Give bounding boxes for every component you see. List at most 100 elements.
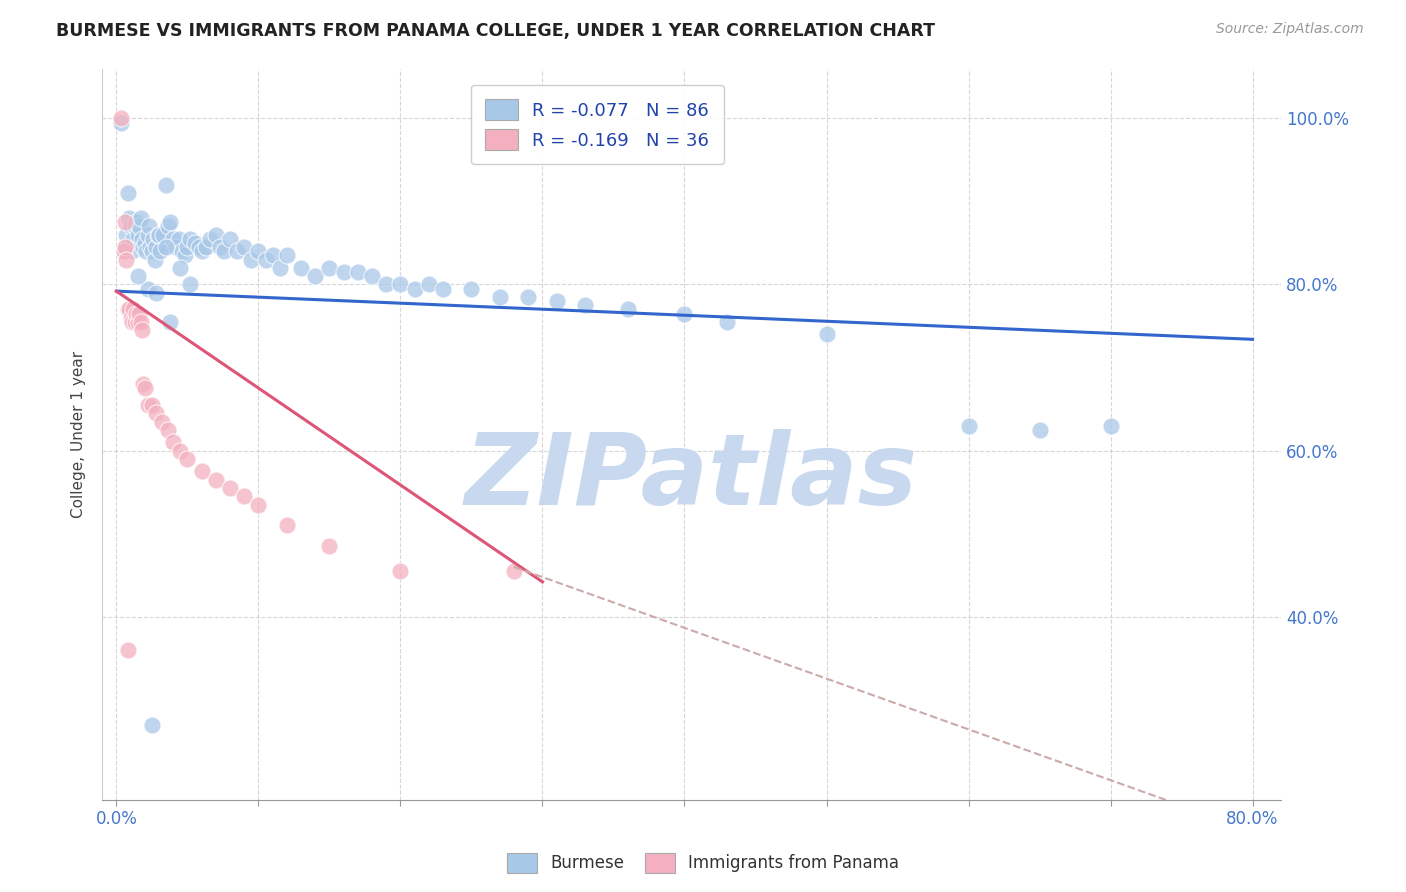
Point: [131, 323, 153, 337]
Point: [117, 643, 139, 657]
Point: [165, 240, 187, 254]
Point: [135, 244, 157, 259]
Point: [389, 277, 412, 292]
Point: [141, 398, 163, 412]
Point: [240, 252, 263, 267]
Point: [375, 277, 398, 292]
Point: [170, 244, 193, 259]
Point: [489, 290, 512, 304]
Point: [546, 294, 568, 309]
Point: [150, 415, 173, 429]
Point: [122, 232, 145, 246]
Point: [574, 298, 596, 312]
Point: [247, 498, 270, 512]
Point: [304, 269, 326, 284]
Point: [134, 235, 156, 250]
Point: [673, 307, 696, 321]
Point: [254, 252, 277, 267]
Text: BURMESE VS IMMIGRANTS FROM PANAMA COLLEGE, UNDER 1 YEAR CORRELATION CHART: BURMESE VS IMMIGRANTS FROM PANAMA COLLEG…: [56, 22, 935, 40]
Point: [129, 211, 152, 225]
Point: [815, 327, 838, 342]
Point: [127, 227, 149, 242]
Point: [125, 307, 148, 321]
Point: [142, 232, 165, 246]
Point: [167, 232, 190, 246]
Point: [276, 518, 298, 533]
Point: [162, 232, 184, 246]
Point: [128, 219, 150, 234]
Point: [198, 232, 221, 246]
Point: [145, 406, 167, 420]
Point: [503, 564, 526, 578]
Point: [117, 302, 139, 317]
Point: [226, 244, 249, 259]
Point: [205, 227, 228, 242]
Point: [139, 240, 162, 254]
Point: [125, 215, 148, 229]
Point: [1028, 423, 1050, 437]
Point: [124, 315, 146, 329]
Point: [190, 244, 212, 259]
Point: [141, 244, 163, 259]
Point: [115, 252, 138, 267]
Point: [318, 539, 340, 553]
Point: [120, 310, 142, 325]
Point: [155, 178, 177, 192]
Point: [162, 435, 184, 450]
Point: [115, 227, 138, 242]
Point: [127, 269, 149, 284]
Point: [121, 315, 143, 329]
Text: ZIPatlas: ZIPatlas: [465, 429, 918, 526]
Point: [117, 186, 139, 201]
Point: [187, 240, 209, 254]
Point: [148, 227, 170, 242]
Point: [290, 260, 312, 275]
Point: [332, 265, 354, 279]
Point: [616, 302, 638, 317]
Point: [155, 240, 177, 254]
Point: [214, 244, 236, 259]
Point: [118, 211, 141, 225]
Point: [131, 232, 153, 246]
Point: [173, 248, 195, 262]
Point: [169, 260, 191, 275]
Point: [432, 282, 454, 296]
Point: [127, 315, 149, 329]
Point: [418, 277, 440, 292]
Point: [136, 282, 159, 296]
Point: [110, 112, 132, 126]
Legend: R = -0.077   N = 86, R = -0.169   N = 36: R = -0.077 N = 86, R = -0.169 N = 36: [471, 85, 724, 164]
Point: [132, 240, 155, 254]
Point: [179, 277, 201, 292]
Point: [219, 481, 242, 495]
Point: [110, 115, 132, 129]
Point: [136, 227, 159, 242]
Point: [128, 307, 150, 321]
Point: [1099, 418, 1122, 433]
Point: [276, 248, 298, 262]
Point: [269, 260, 291, 275]
Point: [318, 260, 340, 275]
Point: [114, 215, 136, 229]
Point: [262, 248, 284, 262]
Point: [361, 269, 384, 284]
Point: [145, 285, 167, 300]
Point: [122, 302, 145, 317]
Point: [347, 265, 370, 279]
Point: [159, 215, 181, 229]
Point: [159, 315, 181, 329]
Point: [517, 290, 540, 304]
Point: [149, 244, 172, 259]
Point: [404, 282, 426, 296]
Point: [219, 232, 242, 246]
Point: [129, 315, 152, 329]
Point: [176, 240, 198, 254]
Point: [143, 252, 166, 267]
Point: [233, 489, 256, 503]
Point: [124, 219, 146, 234]
Point: [112, 244, 135, 259]
Point: [209, 240, 232, 254]
Point: [114, 240, 136, 254]
Point: [176, 452, 198, 467]
Point: [156, 219, 179, 234]
